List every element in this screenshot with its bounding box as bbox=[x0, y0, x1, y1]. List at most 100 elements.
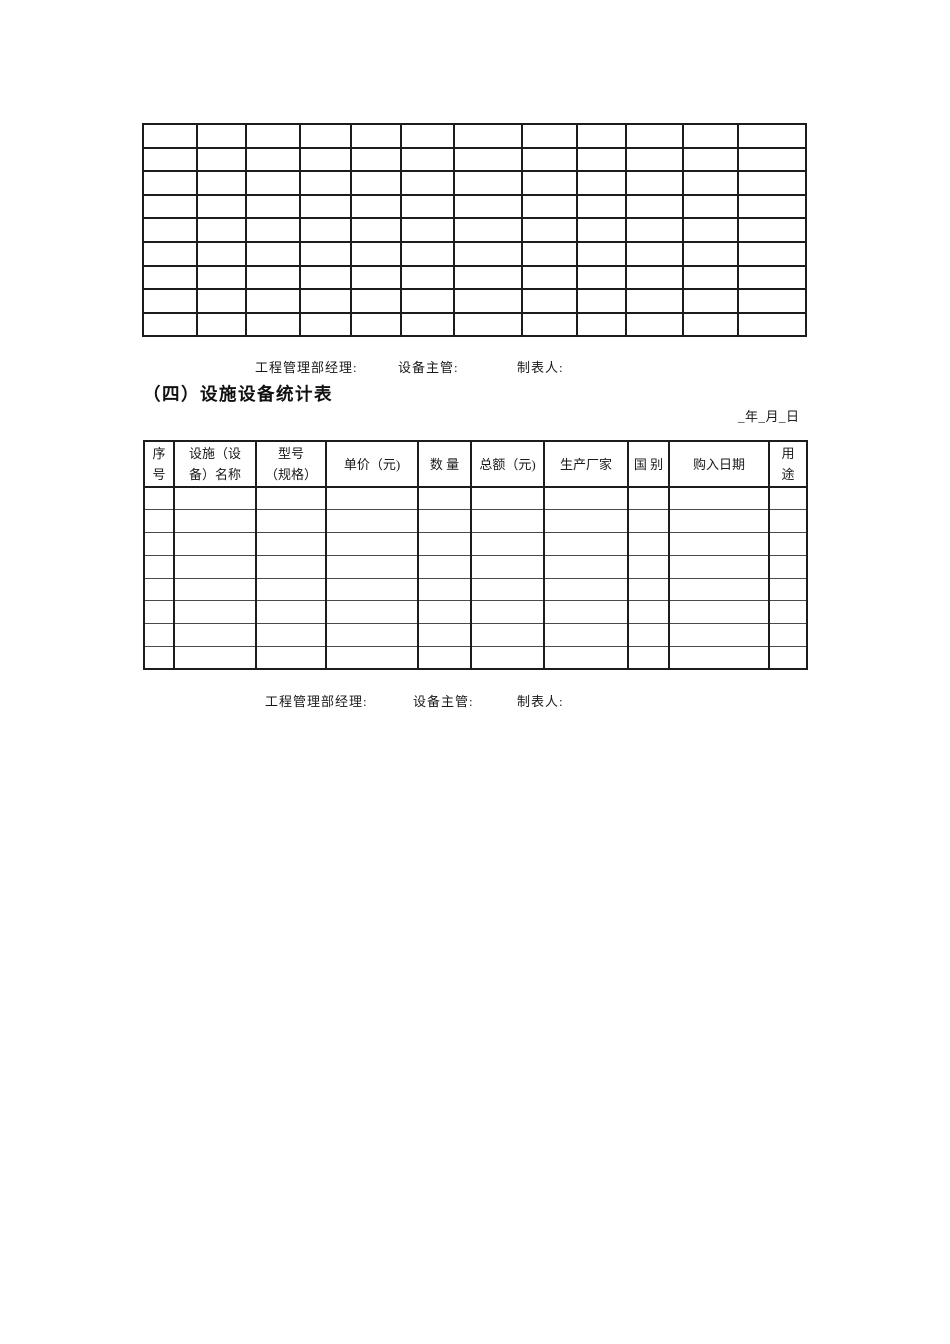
equipment-cell[interactable] bbox=[627, 600, 670, 625]
equipment-cell[interactable] bbox=[173, 623, 257, 648]
grid-cell[interactable] bbox=[737, 288, 807, 314]
equipment-cell[interactable] bbox=[627, 577, 670, 602]
grid-cell[interactable] bbox=[576, 170, 627, 196]
equipment-cell[interactable] bbox=[768, 600, 808, 625]
grid-cell[interactable] bbox=[400, 288, 455, 314]
grid-cell[interactable] bbox=[737, 240, 807, 267]
equipment-cell[interactable] bbox=[255, 509, 327, 534]
grid-cell[interactable] bbox=[737, 264, 807, 291]
equipment-cell[interactable] bbox=[543, 646, 629, 670]
equipment-cell[interactable] bbox=[417, 600, 472, 625]
equipment-cell[interactable] bbox=[470, 646, 545, 670]
grid-cell[interactable] bbox=[400, 146, 455, 173]
equipment-cell[interactable] bbox=[543, 600, 629, 625]
grid-cell[interactable] bbox=[453, 193, 523, 220]
equipment-cell[interactable] bbox=[543, 554, 629, 579]
grid-cell[interactable] bbox=[245, 193, 301, 220]
equipment-cell[interactable] bbox=[173, 600, 257, 625]
grid-cell[interactable] bbox=[682, 123, 739, 149]
grid-cell[interactable] bbox=[350, 240, 402, 267]
equipment-cell[interactable] bbox=[417, 509, 472, 534]
grid-cell[interactable] bbox=[400, 123, 455, 149]
grid-cell[interactable] bbox=[737, 170, 807, 196]
grid-cell[interactable] bbox=[245, 217, 301, 243]
equipment-cell[interactable] bbox=[470, 600, 545, 625]
grid-cell[interactable] bbox=[576, 146, 627, 173]
grid-cell[interactable] bbox=[350, 146, 402, 173]
equipment-cell[interactable] bbox=[417, 554, 472, 579]
grid-cell[interactable] bbox=[521, 146, 578, 173]
grid-cell[interactable] bbox=[576, 288, 627, 314]
grid-cell[interactable] bbox=[625, 217, 684, 243]
grid-cell[interactable] bbox=[196, 240, 247, 267]
equipment-cell[interactable] bbox=[417, 623, 472, 648]
equipment-cell[interactable] bbox=[470, 509, 545, 534]
grid-cell[interactable] bbox=[625, 146, 684, 173]
equipment-cell[interactable] bbox=[543, 509, 629, 534]
equipment-cell[interactable] bbox=[173, 532, 257, 556]
grid-cell[interactable] bbox=[350, 288, 402, 314]
grid-cell[interactable] bbox=[625, 193, 684, 220]
equipment-cell[interactable] bbox=[543, 486, 629, 511]
grid-cell[interactable] bbox=[400, 193, 455, 220]
grid-cell[interactable] bbox=[625, 311, 684, 338]
grid-cell[interactable] bbox=[299, 170, 352, 196]
grid-cell[interactable] bbox=[142, 264, 198, 291]
grid-cell[interactable] bbox=[737, 311, 807, 338]
grid-cell[interactable] bbox=[682, 240, 739, 267]
equipment-cell[interactable] bbox=[668, 532, 770, 556]
grid-cell[interactable] bbox=[350, 170, 402, 196]
equipment-cell[interactable] bbox=[325, 486, 419, 511]
equipment-cell[interactable] bbox=[417, 486, 472, 511]
grid-cell[interactable] bbox=[682, 264, 739, 291]
grid-cell[interactable] bbox=[142, 288, 198, 314]
grid-cell[interactable] bbox=[245, 170, 301, 196]
grid-cell[interactable] bbox=[682, 170, 739, 196]
grid-cell[interactable] bbox=[142, 170, 198, 196]
equipment-cell[interactable] bbox=[143, 600, 175, 625]
grid-cell[interactable] bbox=[576, 217, 627, 243]
grid-cell[interactable] bbox=[625, 170, 684, 196]
grid-cell[interactable] bbox=[196, 193, 247, 220]
grid-cell[interactable] bbox=[521, 288, 578, 314]
grid-cell[interactable] bbox=[245, 311, 301, 338]
equipment-cell[interactable] bbox=[668, 600, 770, 625]
grid-cell[interactable] bbox=[453, 288, 523, 314]
grid-cell[interactable] bbox=[453, 170, 523, 196]
equipment-cell[interactable] bbox=[543, 532, 629, 556]
equipment-cell[interactable] bbox=[470, 532, 545, 556]
equipment-cell[interactable] bbox=[325, 646, 419, 670]
equipment-cell[interactable] bbox=[668, 509, 770, 534]
grid-cell[interactable] bbox=[576, 311, 627, 338]
equipment-cell[interactable] bbox=[173, 509, 257, 534]
equipment-cell[interactable] bbox=[627, 509, 670, 534]
grid-cell[interactable] bbox=[245, 288, 301, 314]
grid-cell[interactable] bbox=[299, 240, 352, 267]
equipment-cell[interactable] bbox=[173, 577, 257, 602]
equipment-cell[interactable] bbox=[143, 623, 175, 648]
grid-cell[interactable] bbox=[521, 123, 578, 149]
grid-cell[interactable] bbox=[576, 240, 627, 267]
grid-cell[interactable] bbox=[299, 193, 352, 220]
grid-cell[interactable] bbox=[576, 193, 627, 220]
equipment-cell[interactable] bbox=[255, 486, 327, 511]
equipment-cell[interactable] bbox=[255, 600, 327, 625]
grid-cell[interactable] bbox=[682, 217, 739, 243]
grid-cell[interactable] bbox=[142, 311, 198, 338]
grid-cell[interactable] bbox=[682, 193, 739, 220]
equipment-cell[interactable] bbox=[470, 554, 545, 579]
grid-cell[interactable] bbox=[245, 264, 301, 291]
grid-cell[interactable] bbox=[682, 311, 739, 338]
grid-cell[interactable] bbox=[625, 264, 684, 291]
equipment-cell[interactable] bbox=[768, 554, 808, 579]
grid-cell[interactable] bbox=[350, 311, 402, 338]
equipment-cell[interactable] bbox=[668, 577, 770, 602]
grid-cell[interactable] bbox=[521, 193, 578, 220]
equipment-cell[interactable] bbox=[417, 646, 472, 670]
grid-cell[interactable] bbox=[453, 240, 523, 267]
equipment-cell[interactable] bbox=[768, 509, 808, 534]
grid-cell[interactable] bbox=[299, 123, 352, 149]
grid-cell[interactable] bbox=[453, 311, 523, 338]
equipment-cell[interactable] bbox=[143, 554, 175, 579]
grid-cell[interactable] bbox=[142, 193, 198, 220]
